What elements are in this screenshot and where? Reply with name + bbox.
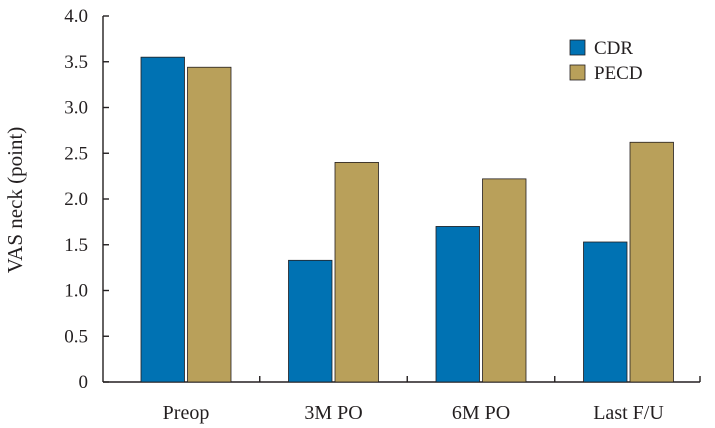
bar-cdr-1 <box>288 259 333 383</box>
bar-pecd-0 <box>187 66 232 383</box>
legend-swatch-cdr <box>569 39 586 56</box>
y-tick-label: 0 <box>79 372 89 393</box>
bar-pecd-3 <box>629 141 674 383</box>
y-tick-label: 2.5 <box>64 143 88 164</box>
x-category-label: Preop <box>163 402 210 424</box>
bar-pecd-2 <box>482 178 527 383</box>
y-tick-label: 4.0 <box>64 6 88 27</box>
x-category-label: Last F/U <box>593 402 664 424</box>
bar-cdr-3 <box>583 241 628 383</box>
x-category-label: 3M PO <box>304 402 362 424</box>
bar-cdr-0 <box>140 56 185 383</box>
y-tick-label: 3.0 <box>64 98 88 119</box>
y-tick-label: 1.0 <box>64 281 88 302</box>
legend-label-pecd: PECD <box>594 63 643 84</box>
y-tick-label: 2.0 <box>64 189 88 210</box>
bar-pecd-1 <box>334 161 379 383</box>
x-category-label: 6M PO <box>452 402 510 424</box>
y-axis-title: VAS neck (point) <box>3 127 27 274</box>
plot-area: 0 0.5 1.0 1.5 2.0 2.5 3.0 3.5 4.0 Preop 3M PO 6M PO… <box>64 6 701 424</box>
legend-swatch-pecd <box>569 64 586 81</box>
y-tick-label: 3.5 <box>64 52 88 73</box>
bar-cdr-2 <box>435 226 480 383</box>
legend-label-cdr: CDR <box>594 38 633 59</box>
y-tick-label: 1.5 <box>64 235 88 256</box>
y-tick-label: 0.5 <box>64 326 88 347</box>
legend: CDR PECD <box>569 38 643 84</box>
